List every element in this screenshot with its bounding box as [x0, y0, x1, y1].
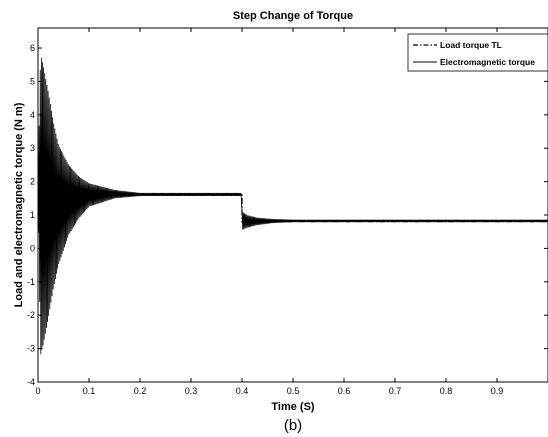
x-tick-label: 0 — [35, 386, 40, 396]
series-line-electromagnetic-torque — [37, 57, 548, 355]
x-tick-label: 0.9 — [491, 386, 504, 396]
plot-area — [37, 27, 548, 383]
x-tick-label: 0.8 — [440, 386, 453, 396]
x-tick-label: 0.3 — [185, 386, 198, 396]
x-tick-label: 0.6 — [338, 386, 351, 396]
legend: Load torque TL Electromagnetic torque — [407, 33, 548, 72]
y-tick-label: 5 — [30, 76, 35, 86]
x-tick-label: 0.5 — [287, 386, 300, 396]
x-tick-label: 0.2 — [134, 386, 147, 396]
figure-caption: (b) — [284, 417, 302, 434]
x-axis-label: Time (S) — [271, 401, 315, 413]
x-tick-label: 0.7 — [389, 386, 402, 396]
y-tick-label: 0 — [30, 243, 35, 253]
y-tick-label: -4 — [27, 377, 35, 387]
y-tick-label: 1 — [30, 210, 35, 220]
legend-label-load-torque: Load torque TL — [440, 40, 502, 50]
x-tick-label: 0.4 — [236, 386, 249, 396]
y-tick-label: 6 — [30, 43, 35, 53]
y-tick-label: -3 — [27, 344, 35, 354]
y-tick-label: 3 — [30, 143, 35, 153]
legend-box — [407, 33, 548, 72]
y-tick-label: -1 — [27, 277, 35, 287]
y-tick-label: 2 — [30, 177, 35, 187]
axis-ticks: 0 0.1 0.2 0.3 0.4 0.5 0.6 0.7 0.8 0.9 -4 -3 -2 -1 0 1 2 3… — [27, 28, 548, 396]
x-tick-label: 0.1 — [83, 386, 96, 396]
chart-title: Step Change of Torque — [233, 10, 353, 22]
series-line-load-torque — [38, 194, 548, 223]
y-tick-label: -2 — [27, 310, 35, 320]
y-axis-label: Load and electromagnetic torque (N m) — [13, 102, 25, 307]
legend-label-electromagnetic-torque: Electromagnetic torque — [440, 57, 535, 67]
series-layer — [37, 57, 548, 355]
y-tick-label: 4 — [30, 110, 35, 120]
